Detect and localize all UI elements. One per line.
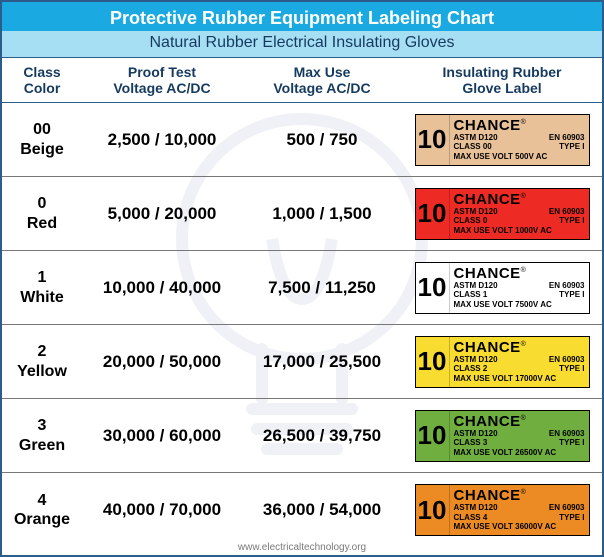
class-cell: 00Beige bbox=[2, 120, 82, 158]
glove-label-brand: CHANCE® bbox=[454, 414, 585, 429]
class-cell: 3Green bbox=[2, 416, 82, 454]
header-proof: Proof Test Voltage AC/DC bbox=[82, 64, 242, 96]
table-row: 4Orange40,000 / 70,00036,000 / 54,00010C… bbox=[2, 473, 602, 547]
glove-label-class-type: CLASS 00TYPE I bbox=[454, 142, 585, 152]
glove-label: 10CHANCE®ASTM D120EN 60903CLASS 0TYPE IM… bbox=[415, 188, 590, 240]
label-cell: 10CHANCE®ASTM D120EN 60903CLASS 2TYPE IM… bbox=[402, 336, 602, 388]
chart-subtitle: Natural Rubber Electrical Insulating Glo… bbox=[2, 31, 602, 58]
table-row: 0Red5,000 / 20,0001,000 / 1,50010CHANCE®… bbox=[2, 177, 602, 251]
glove-label-body: CHANCE®ASTM D120EN 60903CLASS 00TYPE IMA… bbox=[450, 115, 589, 165]
header-max: Max Use Voltage AC/DC bbox=[242, 64, 402, 96]
glove-label-standards: ASTM D120EN 60903 bbox=[454, 429, 585, 439]
glove-label-class-type: CLASS 1TYPE I bbox=[454, 290, 585, 300]
max-cell: 17,000 / 25,500 bbox=[242, 352, 402, 372]
glove-label-brand: CHANCE® bbox=[454, 488, 585, 503]
proof-cell: 20,000 / 50,000 bbox=[82, 352, 242, 372]
chart-title: Protective Rubber Equipment Labeling Cha… bbox=[2, 2, 602, 31]
class-cell: 1White bbox=[2, 268, 82, 306]
glove-label-voltage: MAX USE VOLT 7500V AC bbox=[454, 300, 585, 310]
proof-cell: 10,000 / 40,000 bbox=[82, 278, 242, 298]
proof-cell: 2,500 / 10,000 bbox=[82, 130, 242, 150]
glove-label-standards: ASTM D120EN 60903 bbox=[454, 207, 585, 217]
glove-label-class-type: CLASS 2TYPE I bbox=[454, 364, 585, 374]
glove-label-number: 10 bbox=[416, 189, 450, 239]
header-class: Class Color bbox=[2, 64, 82, 96]
max-cell: 36,000 / 54,000 bbox=[242, 500, 402, 520]
glove-label-class-type: CLASS 3TYPE I bbox=[454, 438, 585, 448]
max-cell: 500 / 750 bbox=[242, 130, 402, 150]
label-cell: 10CHANCE®ASTM D120EN 60903CLASS 4TYPE IM… bbox=[402, 484, 602, 536]
glove-label: 10CHANCE®ASTM D120EN 60903CLASS 1TYPE IM… bbox=[415, 262, 590, 314]
label-cell: 10CHANCE®ASTM D120EN 60903CLASS 0TYPE IM… bbox=[402, 188, 602, 240]
label-cell: 10CHANCE®ASTM D120EN 60903CLASS 00TYPE I… bbox=[402, 114, 602, 166]
glove-label-body: CHANCE®ASTM D120EN 60903CLASS 0TYPE IMAX… bbox=[450, 189, 589, 239]
glove-label-body: CHANCE®ASTM D120EN 60903CLASS 1TYPE IMAX… bbox=[450, 263, 589, 313]
class-cell: 0Red bbox=[2, 194, 82, 232]
class-cell: 4Orange bbox=[2, 491, 82, 529]
glove-label-body: CHANCE®ASTM D120EN 60903CLASS 3TYPE IMAX… bbox=[450, 411, 589, 461]
glove-label-brand: CHANCE® bbox=[454, 192, 585, 207]
data-rows: 00Beige2,500 / 10,000500 / 75010CHANCE®A… bbox=[2, 103, 602, 547]
glove-label-number: 10 bbox=[416, 337, 450, 387]
label-cell: 10CHANCE®ASTM D120EN 60903CLASS 1TYPE IM… bbox=[402, 262, 602, 314]
glove-label: 10CHANCE®ASTM D120EN 60903CLASS 2TYPE IM… bbox=[415, 336, 590, 388]
glove-label-class-type: CLASS 4TYPE I bbox=[454, 513, 585, 523]
glove-label-voltage: MAX USE VOLT 1000V AC bbox=[454, 226, 585, 236]
glove-label-standards: ASTM D120EN 60903 bbox=[454, 355, 585, 365]
class-cell: 2Yellow bbox=[2, 342, 82, 380]
glove-label-class-type: CLASS 0TYPE I bbox=[454, 216, 585, 226]
header-label: Insulating Rubber Glove Label bbox=[402, 64, 602, 96]
glove-label-number: 10 bbox=[416, 411, 450, 461]
glove-label-standards: ASTM D120EN 60903 bbox=[454, 133, 585, 143]
glove-label-voltage: MAX USE VOLT 36000V AC bbox=[454, 522, 585, 532]
glove-label: 10CHANCE®ASTM D120EN 60903CLASS 00TYPE I… bbox=[415, 114, 590, 166]
glove-label-voltage: MAX USE VOLT 26500V AC bbox=[454, 448, 585, 458]
label-cell: 10CHANCE®ASTM D120EN 60903CLASS 3TYPE IM… bbox=[402, 410, 602, 462]
glove-label-voltage: MAX USE VOLT 17000V AC bbox=[454, 374, 585, 384]
glove-label: 10CHANCE®ASTM D120EN 60903CLASS 4TYPE IM… bbox=[415, 484, 590, 536]
glove-label-body: CHANCE®ASTM D120EN 60903CLASS 4TYPE IMAX… bbox=[450, 485, 589, 535]
column-header-row: Class Color Proof Test Voltage AC/DC Max… bbox=[2, 58, 602, 103]
glove-label-standards: ASTM D120EN 60903 bbox=[454, 503, 585, 513]
glove-label-standards: ASTM D120EN 60903 bbox=[454, 281, 585, 291]
glove-label-body: CHANCE®ASTM D120EN 60903CLASS 2TYPE IMAX… bbox=[450, 337, 589, 387]
glove-label-brand: CHANCE® bbox=[454, 118, 585, 133]
labeling-chart: Protective Rubber Equipment Labeling Cha… bbox=[0, 0, 604, 557]
glove-label-number: 10 bbox=[416, 485, 450, 535]
table-row: 2Yellow20,000 / 50,00017,000 / 25,50010C… bbox=[2, 325, 602, 399]
glove-label-brand: CHANCE® bbox=[454, 340, 585, 355]
table-row: 1White10,000 / 40,0007,500 / 11,25010CHA… bbox=[2, 251, 602, 325]
table-row: 00Beige2,500 / 10,000500 / 75010CHANCE®A… bbox=[2, 103, 602, 177]
table-row: 3Green30,000 / 60,00026,500 / 39,75010CH… bbox=[2, 399, 602, 473]
max-cell: 26,500 / 39,750 bbox=[242, 426, 402, 446]
proof-cell: 5,000 / 20,000 bbox=[82, 204, 242, 224]
glove-label: 10CHANCE®ASTM D120EN 60903CLASS 3TYPE IM… bbox=[415, 410, 590, 462]
footer-url: www.electricaltechnology.org bbox=[2, 542, 602, 553]
glove-label-brand: CHANCE® bbox=[454, 266, 585, 281]
max-cell: 7,500 / 11,250 bbox=[242, 278, 402, 298]
proof-cell: 30,000 / 60,000 bbox=[82, 426, 242, 446]
glove-label-voltage: MAX USE VOLT 500V AC bbox=[454, 152, 585, 162]
glove-label-number: 10 bbox=[416, 115, 450, 165]
max-cell: 1,000 / 1,500 bbox=[242, 204, 402, 224]
proof-cell: 40,000 / 70,000 bbox=[82, 500, 242, 520]
glove-label-number: 10 bbox=[416, 263, 450, 313]
